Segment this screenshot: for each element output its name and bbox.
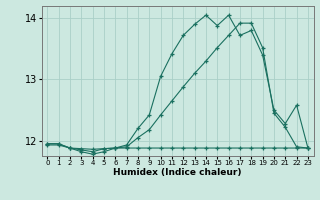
X-axis label: Humidex (Indice chaleur): Humidex (Indice chaleur) bbox=[113, 168, 242, 177]
